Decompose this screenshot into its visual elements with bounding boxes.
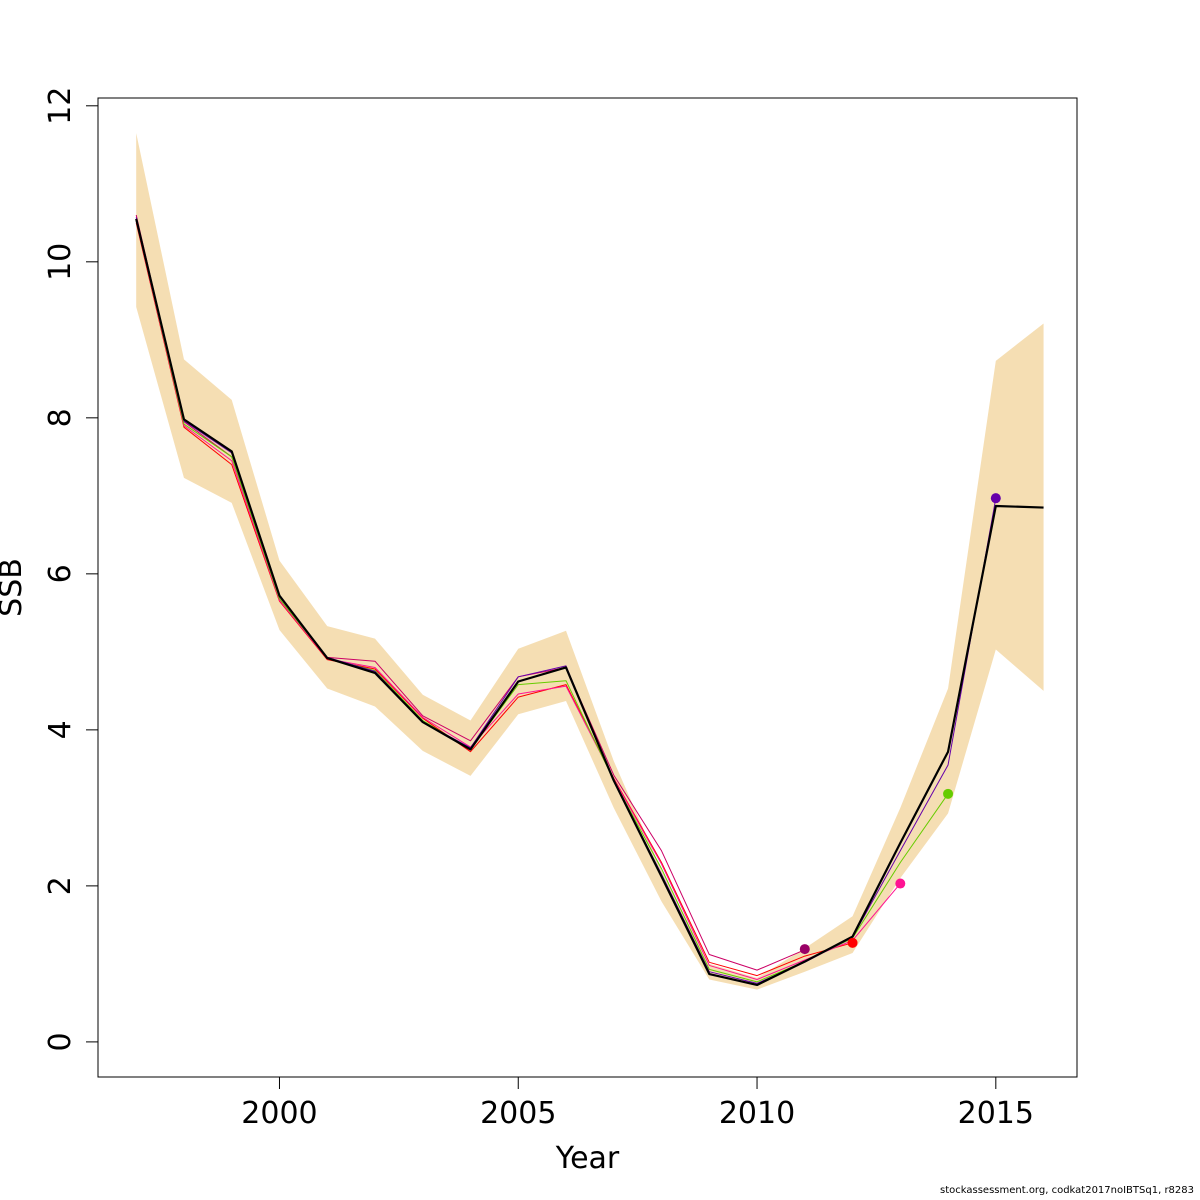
- x-axis-label: Year: [555, 1141, 620, 1176]
- series-line-4: [135, 217, 997, 984]
- y-tick-label: 4: [43, 720, 78, 739]
- x-tick-label: 2005: [480, 1096, 556, 1131]
- series-line-1: [135, 222, 853, 977]
- y-axis: 0 2 4 6 8 10 12: [43, 87, 99, 1051]
- terminal-point-0: [799, 944, 810, 955]
- terminal-point-2: [895, 878, 906, 889]
- series-layer: [135, 214, 1044, 987]
- footnote: stockassessment.org, codkat2017noIBTSq1,…: [940, 1185, 1194, 1196]
- terminal-point-3: [943, 788, 954, 799]
- series-line-3: [135, 220, 949, 983]
- plot-frame: [97, 97, 1078, 1078]
- series-line-5: [135, 218, 1044, 987]
- x-tick-label: 2000: [241, 1096, 317, 1131]
- y-tick-label: 8: [43, 408, 78, 427]
- y-tick-label: 0: [43, 1032, 78, 1051]
- terminal-point-4: [990, 493, 1001, 504]
- confidence-band: [136, 133, 1044, 990]
- x-tick-label: 2010: [719, 1096, 795, 1131]
- x-tick-label: 2015: [958, 1096, 1034, 1131]
- y-tick-label: 2: [43, 876, 78, 895]
- y-axis-label: SSB: [0, 558, 29, 617]
- terminal-point-1: [847, 937, 858, 948]
- confidence-band-layer: [136, 133, 1044, 990]
- points-layer: [799, 493, 1001, 955]
- series-line-2: [135, 221, 901, 980]
- x-axis: 2000 2005 2010 2015: [241, 1076, 1034, 1131]
- y-tick-label: 12: [43, 87, 78, 125]
- y-tick-label: 10: [43, 243, 78, 281]
- y-tick-label: 6: [43, 564, 78, 583]
- series-line-0: [135, 214, 805, 971]
